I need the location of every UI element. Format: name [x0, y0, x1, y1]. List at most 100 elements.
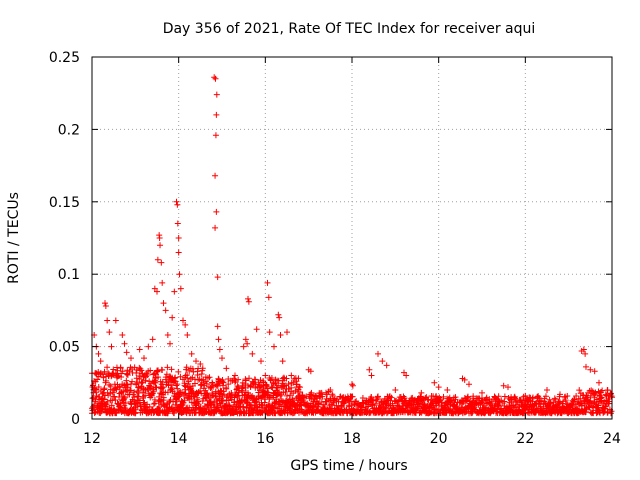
- data-point: [113, 410, 120, 417]
- data-point: [221, 391, 228, 398]
- data-point: [160, 397, 167, 404]
- data-point: [100, 386, 107, 393]
- data-point: [511, 394, 518, 401]
- data-point: [213, 111, 220, 118]
- data-point: [369, 397, 376, 404]
- data-point: [431, 379, 438, 386]
- data-point: [95, 383, 102, 390]
- data-point: [237, 399, 244, 406]
- data-point: [132, 410, 139, 417]
- data-point: [583, 363, 589, 370]
- data-point: [171, 410, 178, 417]
- data-point: [368, 394, 375, 401]
- data-point: [164, 364, 171, 371]
- data-point: [174, 381, 181, 388]
- data-point: [265, 294, 272, 301]
- data-point: [336, 409, 343, 416]
- data-point: [508, 403, 515, 410]
- data-point: [104, 317, 111, 324]
- data-point: [197, 404, 204, 411]
- data-point: [557, 399, 563, 406]
- data-point: [177, 373, 184, 380]
- data-point: [188, 350, 195, 357]
- data-point: [306, 404, 313, 411]
- data-point: [195, 401, 202, 408]
- data-point: [452, 394, 459, 401]
- data-point: [101, 385, 108, 392]
- data-point: [174, 220, 181, 227]
- data-point: [198, 371, 205, 378]
- data-point: [478, 398, 485, 405]
- data-point: [109, 389, 116, 396]
- data-point: [500, 382, 507, 389]
- data-point: [560, 398, 567, 405]
- data-point: [287, 392, 294, 399]
- data-point: [392, 387, 399, 394]
- data-point: [141, 355, 147, 362]
- data-point: [501, 398, 508, 405]
- data-point: [94, 376, 101, 383]
- data-point: [107, 386, 114, 393]
- data-point: [194, 368, 201, 375]
- data-point: [93, 389, 100, 396]
- y-tick-label: 0: [71, 412, 80, 428]
- data-point: [217, 401, 224, 408]
- data-point: [171, 390, 178, 397]
- data-point: [261, 399, 268, 406]
- data-point: [349, 382, 356, 389]
- data-point: [513, 398, 520, 405]
- data-point: [194, 394, 201, 401]
- data-point: [123, 377, 130, 384]
- data-point: [417, 393, 424, 400]
- data-point: [258, 358, 264, 365]
- data-point: [288, 372, 295, 379]
- data-point: [544, 387, 550, 394]
- data-point: [154, 368, 161, 375]
- data-point: [135, 393, 142, 400]
- data-point: [383, 362, 390, 369]
- data-point: [175, 368, 182, 375]
- data-point: [220, 397, 227, 404]
- data-point: [491, 403, 498, 410]
- data-point: [375, 350, 381, 357]
- data-point: [382, 404, 389, 411]
- data-point: [98, 400, 105, 407]
- data-point: [120, 399, 127, 406]
- data-point: [117, 400, 124, 407]
- data-point: [209, 380, 216, 387]
- data-point: [264, 279, 271, 286]
- data-point: [282, 389, 289, 396]
- y-tick-label: 0.05: [49, 340, 80, 356]
- data-point: [373, 396, 380, 403]
- data-point: [600, 400, 607, 407]
- data-point: [587, 366, 594, 373]
- x-tick-label: 16: [256, 431, 274, 447]
- data-point: [117, 384, 124, 391]
- data-point: [130, 391, 137, 398]
- data-point: [124, 384, 131, 391]
- data-point: [212, 172, 219, 179]
- data-point: [167, 340, 173, 347]
- data-point: [214, 404, 221, 411]
- data-point: [175, 249, 182, 256]
- data-point: [416, 403, 423, 410]
- data-point: [140, 393, 147, 400]
- data-point: [245, 295, 251, 302]
- data-point: [561, 394, 568, 401]
- data-point: [100, 396, 107, 403]
- data-point: [552, 396, 559, 403]
- data-point: [212, 75, 219, 82]
- data-point: [366, 366, 373, 373]
- data-point: [295, 383, 302, 390]
- data-point: [279, 358, 286, 365]
- data-point: [153, 384, 160, 391]
- data-point: [546, 396, 553, 403]
- data-point: [274, 385, 281, 392]
- data-point: [599, 387, 606, 394]
- data-point: [596, 379, 602, 386]
- data-point: [239, 379, 246, 386]
- data-point: [440, 393, 447, 400]
- data-point: [219, 355, 225, 362]
- data-point: [594, 402, 601, 409]
- data-point: [122, 388, 129, 395]
